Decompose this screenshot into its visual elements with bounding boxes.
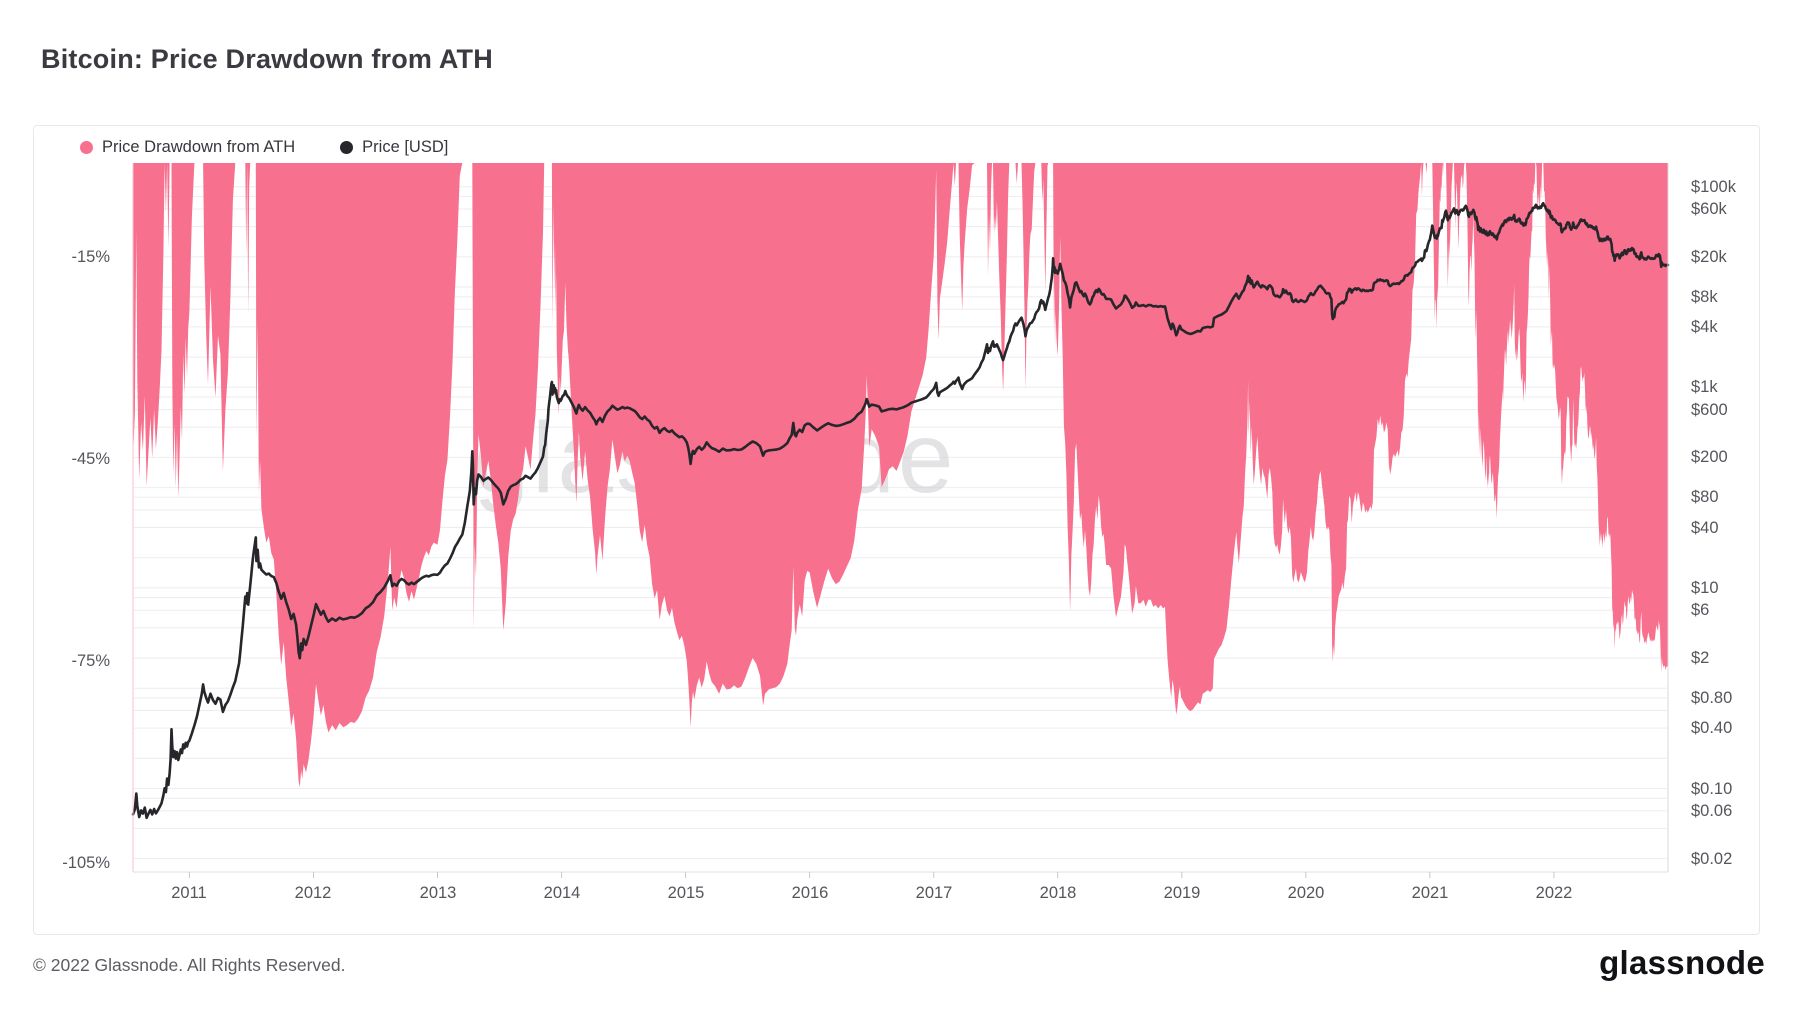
y-axis-right-label: $8k — [1691, 288, 1718, 306]
x-axis-year-label: 2012 — [294, 884, 332, 902]
y-axis-right-label: $10 — [1691, 579, 1719, 597]
x-axis-ticks — [188, 872, 1555, 878]
x-axis-year-label: 2020 — [1287, 884, 1325, 902]
x-axis-year-label: 2019 — [1163, 884, 1201, 902]
y-axis-right-label: $6 — [1691, 601, 1710, 619]
y-axis-right-label: $0.02 — [1691, 850, 1733, 868]
x-axis-year-label: 2018 — [1039, 884, 1077, 902]
y-axis-right-label: $0.10 — [1691, 780, 1733, 798]
plot-borders — [132, 163, 1669, 873]
legend-item[interactable]: Price Drawdown from ATH — [80, 138, 295, 157]
x-axis-year-label: 2022 — [1535, 884, 1573, 902]
x-axis-year-label: 2021 — [1411, 884, 1449, 902]
legend-item[interactable]: Price [USD] — [340, 138, 448, 157]
y-axis-left-label: -105% — [62, 854, 110, 872]
y-axis-right-label: $600 — [1691, 401, 1728, 419]
y-axis-left-label: -15% — [71, 248, 110, 266]
y-axis-left-label: -75% — [71, 652, 110, 670]
legend-item-label: Price Drawdown from ATH — [102, 138, 296, 156]
x-axis-year-label: 2017 — [915, 884, 953, 902]
legend-swatch-icon — [80, 141, 93, 154]
price-line — [131, 201, 1670, 820]
y-axis-right-label: $0.80 — [1691, 689, 1733, 707]
drawdown-area — [133, 163, 1668, 788]
y-axis-right-label: $100k — [1691, 178, 1736, 196]
x-axis-year-label: 2016 — [791, 884, 829, 902]
y-axis-left-label: -45% — [71, 450, 110, 468]
legend-item-label: Price [USD] — [362, 138, 449, 156]
y-axis-right-label: $20k — [1691, 248, 1727, 266]
legend: Price Drawdown from ATH Price [USD] — [80, 138, 448, 157]
y-axis-right-label: $4k — [1691, 318, 1718, 336]
y-axis-right-label: $2 — [1691, 649, 1710, 667]
x-axis-year-label: 2013 — [419, 884, 457, 902]
plot-area[interactable] — [133, 163, 1668, 872]
y-axis-right-label: $80 — [1691, 488, 1719, 506]
y-axis-right-label: $60k — [1691, 200, 1727, 218]
legend-swatch-icon — [340, 141, 354, 154]
y-axis-right-label: $200 — [1691, 448, 1728, 466]
y-axis-right-label: $1k — [1691, 378, 1718, 396]
x-axis-year-label: 2015 — [667, 884, 705, 902]
x-axis-year-label: 2014 — [543, 884, 581, 902]
glassnode-wordmark: glassnode — [1599, 944, 1765, 981]
y-axis-right-label: $0.06 — [1691, 802, 1733, 820]
footer-copyright: © 2022 Glassnode. All Rights Reserved. — [33, 955, 346, 975]
x-axis-year-label: 2011 — [171, 884, 207, 902]
y-axis-right-label: $0.40 — [1691, 719, 1733, 737]
page-title: Bitcoin: Price Drawdown from ATH — [41, 44, 493, 74]
y-axis-right-label: $40 — [1691, 519, 1719, 537]
